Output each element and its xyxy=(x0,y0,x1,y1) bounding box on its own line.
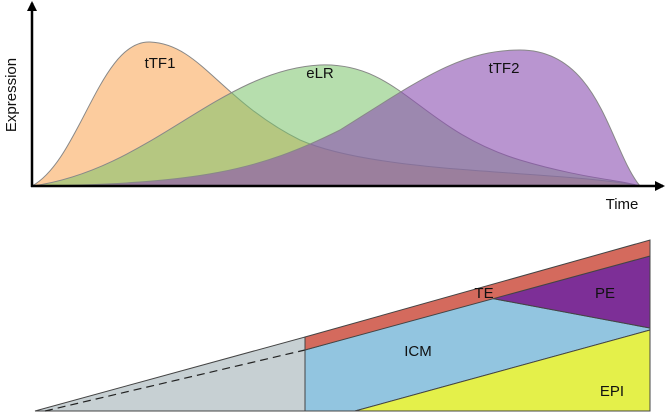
region-te xyxy=(304,239,651,351)
region-label: TE xyxy=(474,285,493,302)
region-label: ICM xyxy=(404,343,432,360)
region-label: EPI xyxy=(600,383,624,400)
curve-label: eLR xyxy=(306,65,334,82)
curve-label: tTF2 xyxy=(489,60,520,77)
region-epi xyxy=(354,329,651,412)
y-axis-label: Expression xyxy=(3,58,20,132)
curve-ttf2 xyxy=(31,49,642,187)
dashed-line xyxy=(44,349,306,412)
x-axis-label: Time xyxy=(606,196,639,213)
region-pre xyxy=(34,336,306,412)
region-label: PE xyxy=(595,285,615,302)
curve-label: tTF1 xyxy=(145,55,176,72)
